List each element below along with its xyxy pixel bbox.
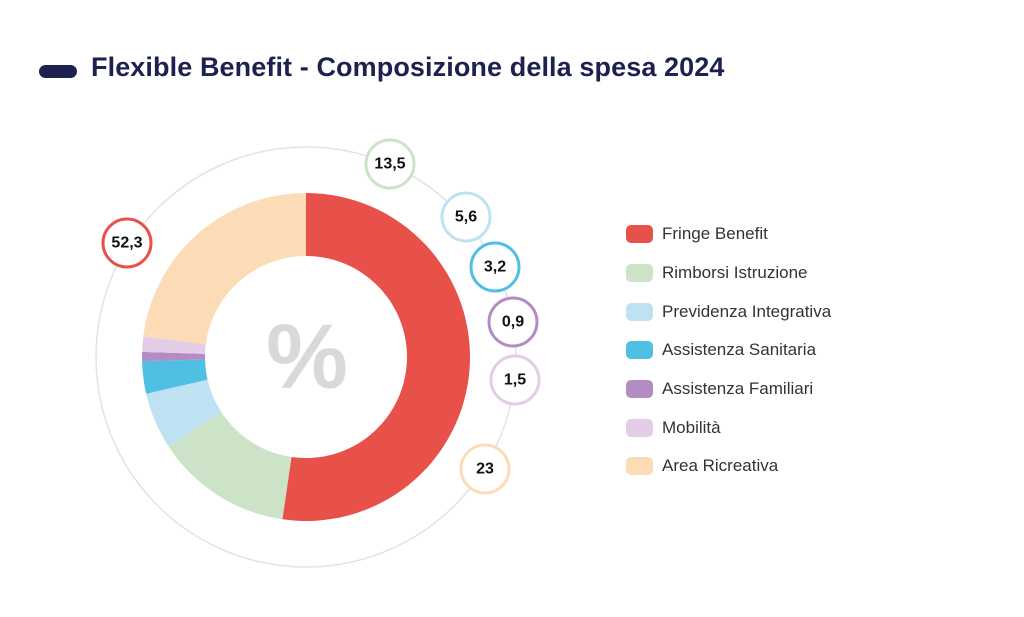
legend-item-mobilita: Mobilità (626, 408, 831, 447)
value-badge-ring (101, 217, 153, 269)
value-badge-previdenza-integrativa: 5,6 (440, 191, 492, 243)
value-badge-ring (440, 191, 492, 243)
legend-label: Mobilità (662, 417, 721, 437)
value-badge-ring (469, 241, 521, 293)
chart-legend: Fringe Benefit Rimborsi Istruzione Previde… (626, 215, 831, 486)
legend-item-assistenza-familiari: Assistenza Familiari (626, 370, 831, 409)
slice-previdenza-integrativa (146, 379, 222, 447)
value-badge-area-ricreativa: 23 (459, 443, 511, 495)
value-badge-assistenza-familiari: 0,9 (487, 296, 539, 348)
center-percent-symbol: % (266, 306, 348, 408)
legend-swatch (626, 264, 653, 283)
value-label: 5,6 (455, 209, 477, 226)
legend-swatch (626, 418, 653, 437)
value-label: 3,2 (484, 259, 506, 276)
legend-item-fringe-benefit: Fringe Benefit (626, 215, 831, 254)
slice-fringe-benefit (282, 193, 471, 521)
value-label: 52,3 (111, 235, 142, 252)
value-badge-fringe-benefit: 52,3 (101, 217, 153, 269)
legend-label: Area Ricreativa (662, 456, 779, 476)
value-badge-ring (487, 296, 539, 348)
value-label: 13,5 (374, 156, 405, 173)
legend-swatch (626, 380, 653, 399)
legend-swatch (626, 225, 653, 244)
value-badge-ring (489, 354, 541, 406)
legend-label: Fringe Benefit (662, 224, 768, 244)
legend-label: Previdenza Integrativa (662, 301, 832, 321)
value-badge-mobilita: 1,5 (489, 354, 541, 406)
value-badge-assistenza-sanitaria: 3,2 (469, 241, 521, 293)
legend-label: Assistenza Familiari (662, 379, 814, 399)
legend-item-rimborsi-istruzione: Rimborsi Istruzione (626, 254, 831, 293)
value-label: 1,5 (504, 372, 526, 389)
legend-swatch (626, 457, 653, 476)
legend-label: Rimborsi Istruzione (662, 263, 808, 283)
legend-item-area-ricreativa: Area Ricreativa (626, 447, 831, 486)
title-accent-pill (39, 65, 77, 78)
value-badge-ring (459, 443, 511, 495)
slice-area-ricreativa (143, 193, 306, 345)
donut-chart: % 52,3 13,5 5,6 3,2 0,9 1,5 23 (95, 138, 541, 568)
legend-item-assistenza-sanitaria: Assistenza Sanitaria (626, 331, 831, 370)
value-badges: 52,3 13,5 5,6 3,2 0,9 1,5 23 (101, 138, 541, 495)
value-badge-ring (364, 138, 416, 190)
slice-mobilita (142, 336, 206, 354)
legend-item-previdenza-integrativa: Previdenza Integrativa (626, 292, 831, 331)
value-label: 0,9 (502, 314, 524, 331)
chart-title: Flexible Benefit - Composizione della sp… (91, 52, 725, 82)
slice-assistenza-familiari (142, 351, 206, 362)
legend-swatch (626, 302, 653, 321)
donut-slices (142, 193, 471, 521)
slice-assistenza-sanitaria (142, 359, 208, 394)
value-badge-rimborsi-istruzione: 13,5 (364, 138, 416, 190)
slice-rimborsi-istruzione (168, 412, 292, 520)
legend-swatch (626, 341, 653, 360)
value-label: 23 (476, 461, 494, 478)
legend-label: Assistenza Sanitaria (662, 340, 817, 360)
